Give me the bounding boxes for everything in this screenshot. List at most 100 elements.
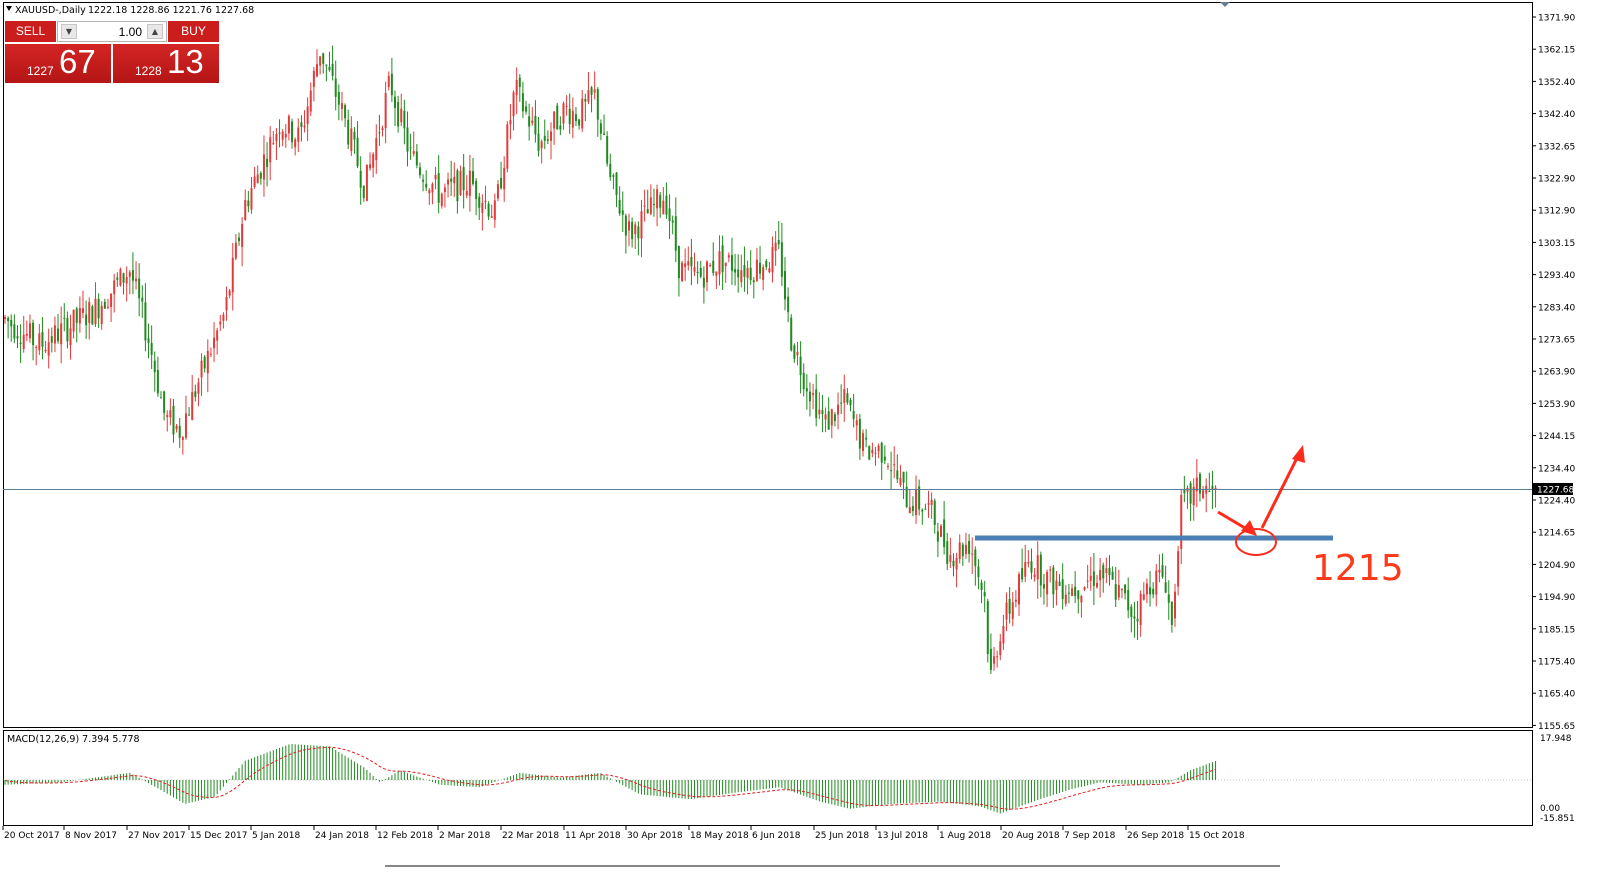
candle-body xyxy=(1008,598,1011,614)
lot-decrease-icon[interactable]: ▼ xyxy=(61,24,77,39)
up-arrow-shaft[interactable] xyxy=(1260,457,1299,529)
price-tick-label: 1312.90 xyxy=(1538,207,1575,217)
time-tick-label: 12 Feb 2018 xyxy=(377,831,433,841)
candle-body xyxy=(256,174,259,184)
time-tick-label: 30 Apr 2018 xyxy=(627,831,683,841)
candle-body xyxy=(1083,587,1086,590)
buy-button[interactable]: BUY xyxy=(168,21,219,42)
time-tick-label: 24 Jan 2018 xyxy=(315,831,369,841)
candle-body xyxy=(53,325,56,344)
candle-body xyxy=(1064,594,1067,604)
sell-price-button[interactable]: 1227 67 xyxy=(5,43,111,83)
candle-body xyxy=(465,190,468,196)
buy-price-button[interactable]: 1228 13 xyxy=(113,43,219,83)
candle-body xyxy=(334,78,337,97)
candle-body xyxy=(843,389,846,403)
level-annotation-text: 1215 xyxy=(1312,548,1404,589)
candle-body xyxy=(468,170,471,196)
price-axis[interactable]: 1371.90 1362.15 1352.40 1342.40 1332.65 1322.… xyxy=(1532,14,1575,732)
candle-body xyxy=(400,108,403,123)
candle-body xyxy=(765,260,768,268)
candle-body xyxy=(1111,571,1114,580)
candle-body xyxy=(203,356,206,369)
candle-body xyxy=(309,90,312,112)
candle-body xyxy=(1152,588,1155,595)
price-tick-label: 1322.90 xyxy=(1538,175,1575,185)
candle-body xyxy=(581,98,584,129)
candle-body xyxy=(428,190,431,194)
candle-body xyxy=(646,209,649,214)
lot-increase-icon[interactable]: ▲ xyxy=(147,24,163,39)
candle-body xyxy=(1117,584,1120,598)
candle-body xyxy=(643,205,646,207)
time-axis[interactable]: 20 Oct 2017 8 Nov 2017 27 Nov 2017 15 Dec 2… xyxy=(2,826,1245,841)
candle-body xyxy=(980,582,983,590)
candle-body xyxy=(693,267,696,272)
lot-size-field[interactable]: ▼ ▲ xyxy=(57,21,167,42)
candle-body xyxy=(1055,580,1058,590)
candle-body xyxy=(16,336,19,339)
candle-body xyxy=(793,345,796,359)
time-tick-label: 20 Oct 2017 xyxy=(4,831,60,841)
candle-body xyxy=(4,317,6,320)
price-tick-label: 1352.40 xyxy=(1538,78,1575,88)
time-tick-label: 15 Oct 2018 xyxy=(1189,831,1245,841)
candle-body xyxy=(587,89,590,102)
candle-body xyxy=(1158,569,1161,573)
candle-body xyxy=(521,93,524,112)
candle-body xyxy=(1174,591,1176,619)
candle-body xyxy=(131,270,134,281)
candle-body xyxy=(543,135,546,141)
target-circle[interactable] xyxy=(1235,528,1277,556)
candle-body xyxy=(160,397,162,399)
candle-body xyxy=(546,139,549,141)
candle-body xyxy=(634,224,637,235)
candle-body xyxy=(805,388,808,392)
candle-body xyxy=(1021,568,1024,580)
candle-body xyxy=(481,202,484,213)
candle-body xyxy=(456,170,459,202)
chart-shift-marker[interactable] xyxy=(1220,2,1230,7)
candle-body xyxy=(908,507,911,514)
candle-body xyxy=(450,178,453,182)
chart-collapse-icon[interactable] xyxy=(6,6,12,11)
candle-body xyxy=(787,296,790,313)
candle-body xyxy=(362,185,365,199)
candle-body xyxy=(989,648,992,670)
macd-axis: 17.948 0.00-15.851 xyxy=(1540,734,1575,824)
time-tick-label: 5 Jan 2018 xyxy=(252,831,300,841)
candle-body xyxy=(840,402,843,404)
price-tick-label: 1155.65 xyxy=(1538,722,1575,732)
candle-body xyxy=(1046,571,1049,595)
candle-body xyxy=(821,410,824,415)
candle-body xyxy=(287,116,290,134)
candle-body xyxy=(50,336,53,343)
candle-body xyxy=(877,445,880,452)
macd-tick-label: 17.948 xyxy=(1540,734,1572,744)
candle-body xyxy=(830,409,833,426)
time-tick-label: 8 Nov 2017 xyxy=(65,831,117,841)
price-tick-label: 1293.40 xyxy=(1538,271,1575,281)
lot-input[interactable] xyxy=(80,24,142,39)
sell-button[interactable]: SELL xyxy=(5,21,56,42)
candle-body xyxy=(1161,564,1164,577)
price-tick-label: 1234.40 xyxy=(1538,464,1575,474)
candle-body xyxy=(262,154,265,180)
candle-body xyxy=(930,499,933,506)
candle-body xyxy=(216,330,219,341)
candle-body xyxy=(1189,483,1192,504)
candle-body xyxy=(387,75,390,87)
time-tick-label: 25 Jun 2018 xyxy=(815,831,869,841)
candle-body xyxy=(715,271,718,276)
candle-body xyxy=(409,147,412,149)
candle-body xyxy=(294,139,297,148)
candle-body xyxy=(259,172,262,179)
candle-body xyxy=(609,163,612,178)
candle-body xyxy=(38,333,41,351)
candle-body xyxy=(1183,490,1186,494)
candle-body xyxy=(599,123,602,134)
candle-body xyxy=(746,267,749,279)
candle-body xyxy=(328,66,331,71)
